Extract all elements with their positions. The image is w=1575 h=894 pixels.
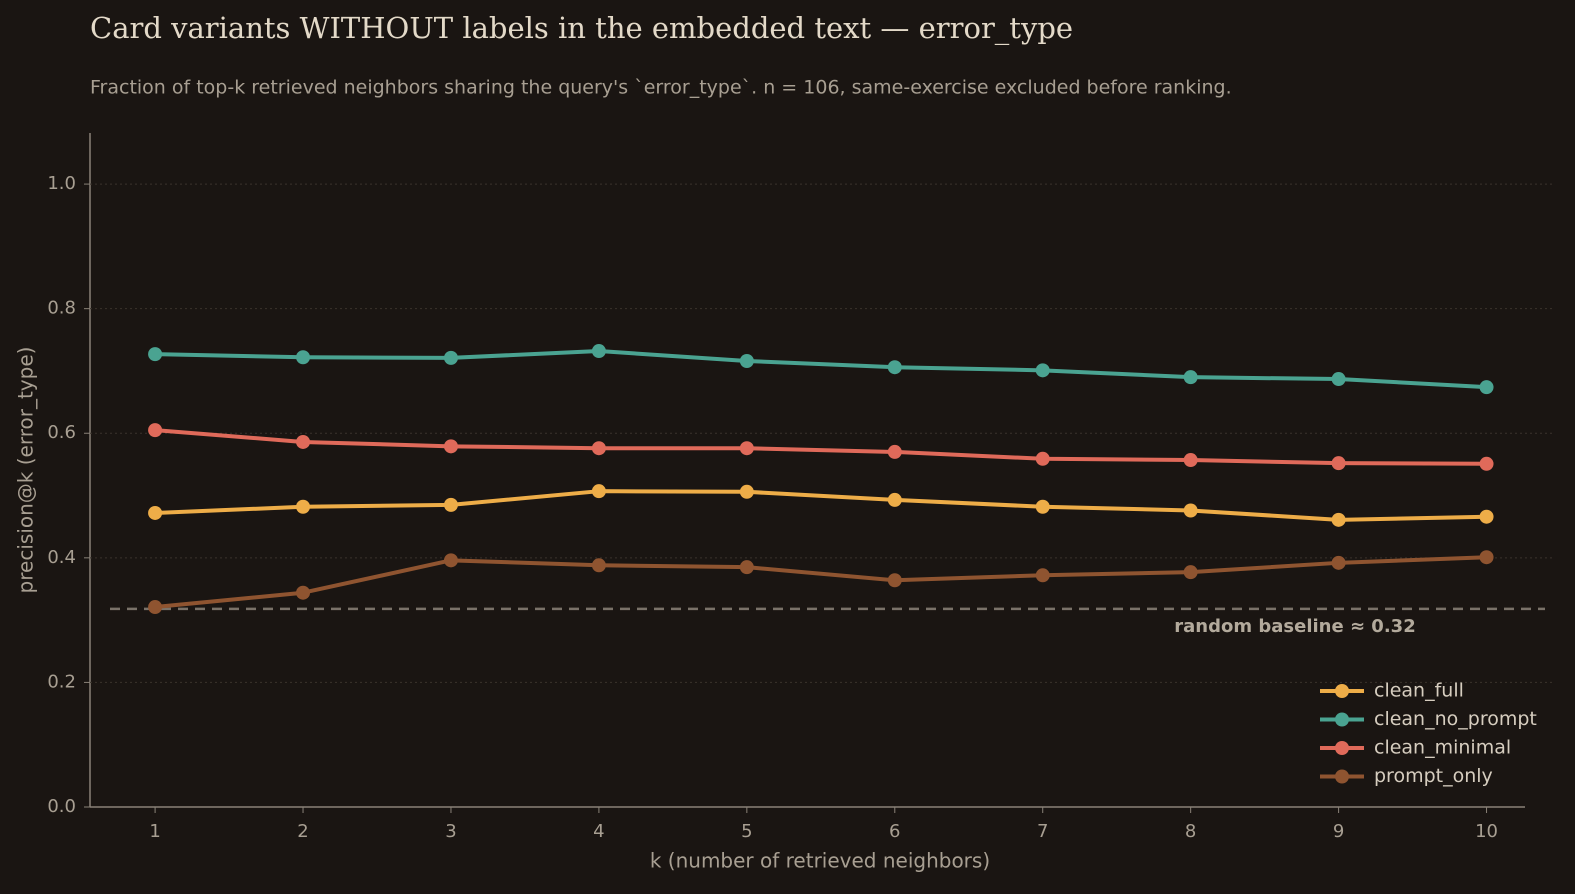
point: [443, 439, 458, 454]
point: [148, 347, 163, 362]
x-tick-label: 1: [149, 821, 160, 842]
point: [887, 492, 902, 507]
point: [443, 497, 458, 512]
y-axis-label: precision@k (error_type): [14, 347, 38, 594]
point: [296, 350, 311, 365]
point: [887, 444, 902, 459]
y-tick-label: 0.4: [47, 547, 76, 568]
point: [591, 441, 606, 456]
point: [1183, 565, 1198, 580]
legend-label: clean_no_prompt: [1374, 708, 1537, 730]
chart-title: Card variants WITHOUT labels in the embe…: [90, 11, 1073, 46]
series-line: [154, 555, 1487, 610]
legend-label: prompt_only: [1374, 765, 1493, 787]
point: [591, 344, 606, 359]
point: [1183, 503, 1198, 518]
y-tick-label: 0.6: [47, 422, 76, 443]
series-line: [155, 489, 1487, 522]
y-tick-label: 1.0: [47, 173, 76, 194]
point: [1331, 456, 1346, 471]
point: [739, 441, 754, 456]
point: [1183, 453, 1198, 468]
x-tick-label: 8: [1185, 821, 1196, 842]
legend-label: clean_full: [1374, 680, 1464, 702]
x-tick-label: 4: [593, 821, 604, 842]
point: [1479, 509, 1494, 524]
point: [739, 353, 754, 368]
point: [1479, 380, 1494, 395]
point: [296, 585, 311, 600]
legend-marker: [1335, 684, 1349, 698]
point: [148, 505, 163, 520]
point: [1035, 499, 1050, 514]
point: [296, 499, 311, 514]
legend-marker: [1335, 769, 1349, 784]
point: [739, 484, 754, 499]
point: [887, 360, 902, 375]
point: [1035, 363, 1050, 378]
x-tick-label: 10: [1475, 821, 1498, 842]
point: [1183, 370, 1198, 385]
series-line: [154, 428, 1487, 466]
point: [148, 600, 163, 615]
x-tick-label: 3: [445, 821, 456, 842]
y-tick-label: 0.8: [47, 298, 76, 319]
point: [591, 484, 606, 499]
chart-subtitle: Fraction of top-k retrieved neighbors sh…: [90, 77, 1232, 99]
x-tick-label: 6: [889, 821, 900, 842]
legend-label: clean_minimal: [1374, 737, 1511, 759]
y-tick-label: 0.2: [47, 671, 76, 692]
point: [296, 434, 311, 449]
point: [443, 553, 458, 568]
point: [1331, 512, 1346, 527]
legend-marker: [1335, 712, 1349, 727]
point: [1331, 372, 1346, 387]
point: [148, 423, 163, 438]
x-tick-label: 9: [1333, 821, 1344, 842]
point: [1479, 456, 1494, 471]
x-tick-label: 7: [1037, 821, 1048, 842]
point: [1035, 568, 1050, 583]
x-tick-label: 2: [297, 821, 308, 842]
point: [443, 350, 458, 365]
legend-marker: [1335, 741, 1349, 755]
x-tick-label: 5: [741, 821, 752, 842]
series-line: [155, 349, 1487, 390]
y-tick-label: 0.0: [47, 796, 76, 817]
point: [1331, 555, 1346, 570]
point: [1479, 550, 1494, 565]
point: [887, 573, 902, 588]
point: [739, 560, 754, 575]
x-axis-label: k (number of retrieved neighbors): [650, 849, 990, 873]
point: [1035, 451, 1050, 466]
point: [591, 558, 606, 573]
baseline-label: random baseline ≈ 0.32: [1174, 616, 1415, 637]
